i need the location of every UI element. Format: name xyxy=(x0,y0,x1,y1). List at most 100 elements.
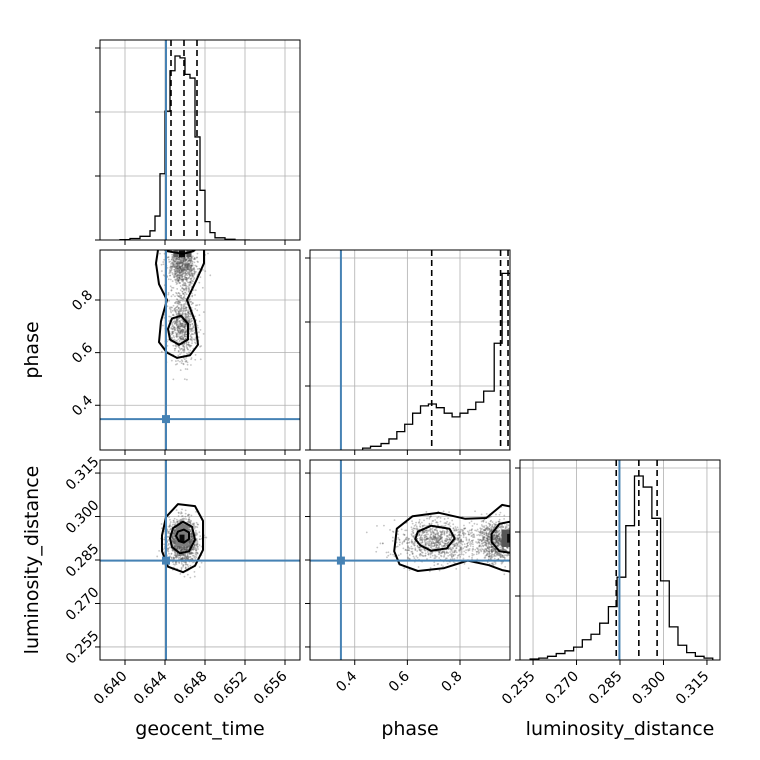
sample-point xyxy=(429,528,432,531)
sample-point xyxy=(438,539,441,542)
sample-point xyxy=(395,545,398,548)
sample-point xyxy=(188,276,191,279)
sample-point xyxy=(190,265,192,268)
sample-point xyxy=(173,540,176,543)
sample-point xyxy=(495,521,498,524)
sample-point xyxy=(414,548,417,551)
sample-point xyxy=(488,555,491,558)
sample-point xyxy=(176,323,179,326)
sample-point xyxy=(185,333,188,336)
sample-point xyxy=(175,291,177,294)
sample-point xyxy=(188,262,191,265)
sample-point xyxy=(436,543,439,546)
sample-point xyxy=(430,540,433,543)
sample-point xyxy=(192,268,195,271)
sample-point xyxy=(194,526,196,529)
sample-point xyxy=(484,543,486,546)
sample-point xyxy=(431,552,434,554)
sample-point xyxy=(191,536,193,539)
sample-point xyxy=(192,523,195,526)
sample-point xyxy=(497,553,499,556)
sample-point xyxy=(180,269,183,272)
sample-point xyxy=(186,554,189,557)
sample-point xyxy=(494,543,497,546)
sample-point xyxy=(179,550,182,553)
sample-point xyxy=(189,269,192,272)
sample-point xyxy=(468,533,471,536)
sample-point xyxy=(427,553,430,556)
sample-point xyxy=(199,244,201,246)
sample-point xyxy=(486,540,489,543)
sample-point xyxy=(190,258,193,261)
sample-point xyxy=(186,256,189,259)
sample-point xyxy=(168,552,170,555)
sample-point xyxy=(177,280,180,282)
sample-point xyxy=(176,547,179,550)
sample-point xyxy=(190,344,193,347)
sample-point xyxy=(190,534,193,537)
sample-point xyxy=(186,546,188,549)
sample-point xyxy=(187,514,190,517)
sample-point xyxy=(430,542,433,545)
sample-point xyxy=(193,544,196,547)
sample-point xyxy=(186,247,188,249)
sample-point xyxy=(173,534,176,537)
sample-point xyxy=(184,263,186,265)
sample-point xyxy=(490,550,493,553)
sample-point xyxy=(184,315,186,318)
sample-point xyxy=(189,539,191,542)
sample-point xyxy=(437,536,440,539)
sample-point xyxy=(497,533,500,536)
sample-point xyxy=(174,546,177,549)
sample-point xyxy=(486,549,489,552)
sample-point xyxy=(184,515,187,518)
sample-point xyxy=(180,299,183,302)
sample-point xyxy=(515,526,517,528)
sample-point xyxy=(173,326,176,329)
sample-point xyxy=(179,241,181,243)
sample-point xyxy=(176,302,179,305)
sample-point xyxy=(180,261,183,264)
sample-point xyxy=(490,548,493,551)
sample-point xyxy=(195,543,198,545)
sample-point xyxy=(188,518,191,521)
sample-point xyxy=(194,534,197,537)
sample-point xyxy=(182,266,184,269)
sample-point xyxy=(186,267,189,270)
sample-point xyxy=(183,267,186,270)
sample-point xyxy=(381,542,384,545)
sample-point xyxy=(180,324,183,327)
sample-point xyxy=(186,546,188,549)
sample-point xyxy=(177,300,180,302)
sample-point xyxy=(183,296,185,299)
sample-point xyxy=(459,540,462,542)
sample-point xyxy=(430,537,433,539)
sample-point xyxy=(177,313,180,315)
sample-point xyxy=(180,554,183,556)
sample-point xyxy=(193,331,196,334)
sample-point xyxy=(452,527,455,529)
sample-point xyxy=(199,358,202,361)
sample-point xyxy=(183,266,186,268)
sample-point xyxy=(183,270,185,273)
sample-point xyxy=(178,261,180,264)
sample-point xyxy=(182,272,185,275)
sample-point xyxy=(488,541,491,543)
sample-point xyxy=(189,539,192,542)
sample-point xyxy=(170,295,173,298)
sample-point xyxy=(178,260,180,263)
sample-point xyxy=(417,546,420,549)
sample-point xyxy=(190,551,193,554)
sample-point xyxy=(176,264,179,267)
sample-point xyxy=(171,262,174,265)
sample-point xyxy=(375,550,378,553)
sample-point xyxy=(446,557,448,560)
sample-point xyxy=(458,532,461,534)
sample-point xyxy=(490,519,492,522)
sample-point xyxy=(467,533,470,536)
sample-point xyxy=(189,259,192,262)
sample-point xyxy=(460,539,463,542)
y-tick-label: 0.300 xyxy=(63,497,103,537)
sample-point xyxy=(456,543,459,546)
sample-point xyxy=(187,265,189,268)
